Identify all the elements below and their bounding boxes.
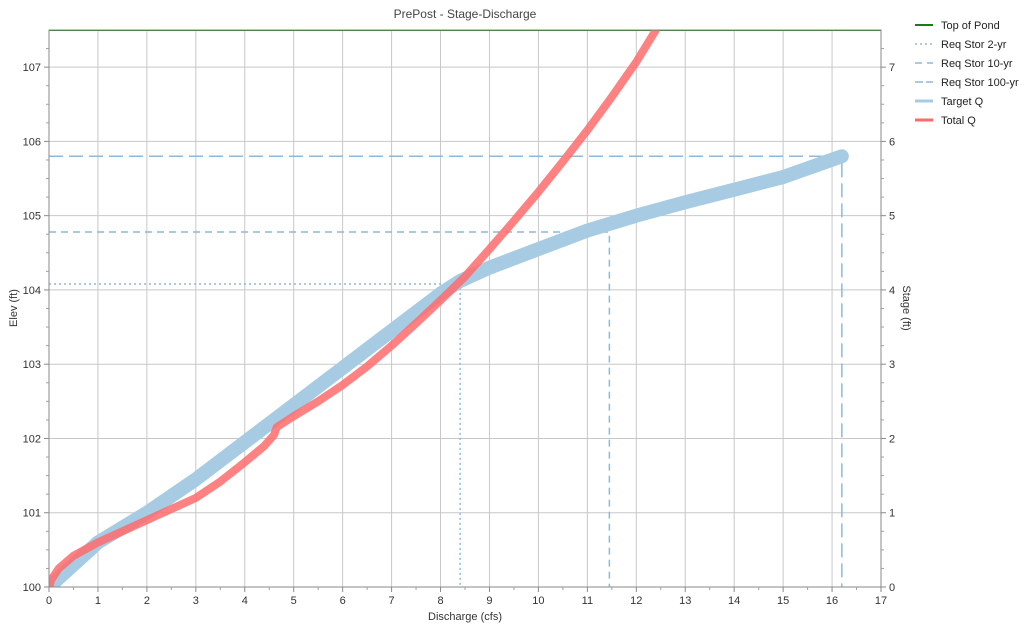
y2-axis-title: Stage (ft)	[900, 285, 912, 330]
y2-tick-label: 5	[889, 211, 895, 223]
series-line-total-q	[49, 30, 660, 587]
x-tick-label: 11	[582, 595, 593, 607]
y2-tick-label: 3	[889, 359, 895, 371]
tick-labels: 0 1 2 3 4 5 6 7 8 9 10 11 12 13 14 15 16 1710010110210310…	[23, 62, 895, 607]
x-tick-label: 5	[291, 595, 297, 607]
legend-label-top-of-pond: Top of Pond	[941, 20, 1000, 32]
y-tick-label: 102	[23, 433, 41, 445]
x-tick-label: 10	[532, 595, 544, 607]
y-tick-label: 106	[23, 136, 41, 148]
y2-tick-label: 4	[889, 285, 895, 297]
x-tick-label: 14	[728, 595, 740, 607]
x-tick-label: 17	[875, 595, 887, 607]
x-tick-label: 1	[95, 595, 101, 607]
x-tick-label: 3	[193, 595, 199, 607]
series-line-req-stor-10-yr	[49, 231, 611, 587]
x-tick-label: 9	[486, 595, 492, 607]
y2-tick-label: 0	[889, 582, 895, 594]
legend: Top of Pond Req Stor 2-yr Req Stor 10-yr Re…	[915, 20, 1019, 127]
x-tick-label: 13	[679, 595, 691, 607]
legend-label-req-stor-2-yr: Req Stor 2-yr	[941, 39, 1007, 51]
x-tick-label: 8	[437, 595, 443, 607]
y2-tick-label: 6	[889, 136, 895, 148]
legend-label-req-stor-100-yr: Req Stor 100-yr	[941, 77, 1019, 89]
y-tick-label: 101	[23, 508, 41, 520]
x-tick-label: 2	[144, 595, 150, 607]
y2-tick-label: 2	[889, 433, 895, 445]
y-axis-title: Elev (ft)	[8, 289, 20, 327]
y-tick-label: 100	[23, 582, 41, 594]
x-tick-label: 12	[630, 595, 642, 607]
x-tick-label: 15	[777, 595, 789, 607]
y-tick-label: 104	[23, 285, 41, 297]
plot-background	[49, 30, 881, 587]
y-tick-label: 107	[23, 62, 41, 74]
series-line-target-q	[49, 149, 849, 587]
tick-marks	[44, 48, 886, 592]
y2-tick-label: 1	[889, 508, 895, 520]
y-tick-label: 103	[23, 359, 41, 371]
grid-lines	[49, 30, 881, 587]
legend-label-total-q: Total Q	[941, 115, 976, 127]
x-tick-label: 16	[826, 595, 838, 607]
y-tick-label: 105	[23, 211, 41, 223]
x-axis-title: Discharge (cfs)	[428, 611, 502, 623]
chart-title: PrePost - Stage-Discharge	[394, 7, 537, 21]
x-tick-label: 4	[242, 595, 248, 607]
x-tick-label: 7	[389, 595, 395, 607]
legend-label-target-q: Target Q	[941, 96, 984, 108]
x-tick-label: 0	[46, 595, 52, 607]
x-tick-label: 6	[340, 595, 346, 607]
series-layer	[49, 30, 881, 587]
y2-tick-label: 7	[889, 62, 895, 74]
legend-label-req-stor-10-yr: Req Stor 10-yr	[941, 58, 1013, 70]
